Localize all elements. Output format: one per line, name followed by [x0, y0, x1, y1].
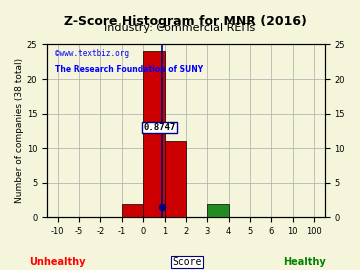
Title: Z-Score Histogram for MNR (2016): Z-Score Histogram for MNR (2016): [64, 15, 307, 28]
Text: Unhealthy: Unhealthy: [30, 257, 86, 267]
Y-axis label: Number of companies (38 total): Number of companies (38 total): [15, 58, 24, 204]
Text: The Research Foundation of SUNY: The Research Foundation of SUNY: [55, 65, 203, 74]
Text: ©www.textbiz.org: ©www.textbiz.org: [55, 49, 129, 58]
Bar: [165, 141, 186, 217]
Text: Score: Score: [172, 257, 202, 267]
Text: 0.8747: 0.8747: [144, 123, 176, 132]
Bar: [143, 51, 165, 217]
Bar: [207, 204, 229, 217]
Text: Healthy: Healthy: [283, 257, 325, 267]
Text: Industry: Commercial REITs: Industry: Commercial REITs: [104, 23, 256, 33]
Bar: [122, 204, 143, 217]
